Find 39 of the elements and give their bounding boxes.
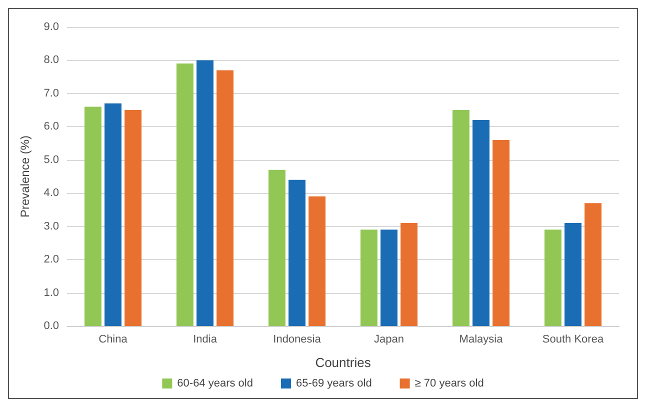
bar (196, 60, 214, 326)
bar (584, 203, 602, 326)
x-tick-label: South Korea (542, 334, 604, 346)
y-tick-label: 6.0 (44, 120, 59, 133)
y-axis-title: Prevalence (%) (18, 135, 32, 218)
bar (268, 170, 286, 326)
bar (380, 230, 398, 326)
x-axis-title: Countries (315, 355, 372, 370)
x-tick-label: India (193, 334, 218, 346)
bar (288, 180, 306, 326)
y-tick-label: 2.0 (44, 254, 59, 266)
bar (492, 140, 510, 326)
x-tick-label: China (98, 334, 128, 346)
y-tick-label: 3.0 (44, 220, 59, 232)
bar (564, 223, 582, 326)
x-tick-label: Malaysia (459, 334, 504, 346)
x-tick-label: Indonesia (273, 334, 322, 346)
bar (104, 103, 122, 326)
bar (472, 120, 490, 326)
y-tick-label: 5.0 (44, 154, 59, 166)
bar (360, 230, 378, 326)
y-tick-label: 0.0 (44, 320, 59, 332)
legend-label: 60-64 years old (177, 378, 253, 390)
bar (400, 223, 418, 326)
y-tick-label: 7.0 (44, 87, 59, 100)
bar (216, 70, 234, 326)
bar (124, 110, 142, 326)
x-tick-label: Japan (374, 334, 404, 346)
bar (544, 230, 562, 326)
y-tick-label: 1.0 (44, 286, 59, 299)
legend-label: 65-69 years old (296, 378, 372, 390)
bar (84, 106, 102, 326)
bar (452, 110, 470, 326)
bar (308, 196, 326, 326)
y-tick-label: 8.0 (44, 54, 59, 66)
legend-label: ≥ 70 years old (414, 378, 484, 390)
y-tick-label: 9.0 (44, 21, 59, 33)
bar (176, 64, 194, 326)
y-tick-label: 4.0 (44, 187, 59, 200)
